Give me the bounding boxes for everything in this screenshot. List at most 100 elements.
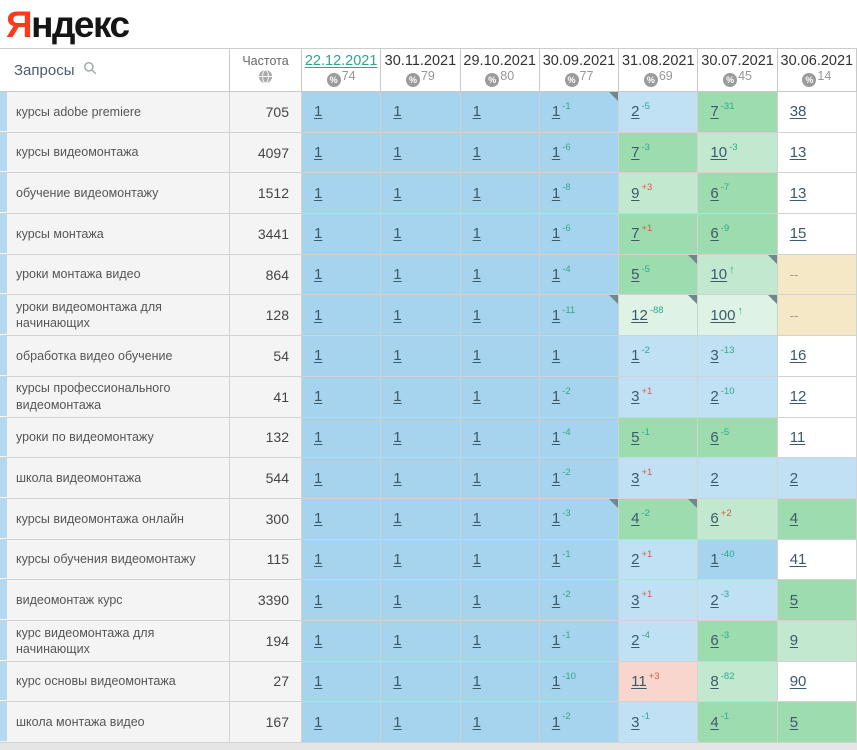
position-link[interactable]: 1 <box>710 550 719 568</box>
query-cell[interactable]: курс видеомонтажа для начинающих <box>0 620 230 662</box>
position-link[interactable]: 1 <box>393 591 402 609</box>
position-link[interactable]: 1 <box>472 428 481 446</box>
position-link[interactable]: 2 <box>631 550 640 568</box>
position-link[interactable]: 9 <box>789 632 799 650</box>
position-link[interactable]: 6 <box>710 184 719 202</box>
position-link[interactable]: 1 <box>393 428 402 446</box>
position-link[interactable]: 1 <box>551 144 561 162</box>
horizontal-scrollbar[interactable] <box>0 743 857 750</box>
position-link[interactable]: 1 <box>393 144 402 162</box>
position-link[interactable]: 3 <box>631 388 640 406</box>
date-link[interactable]: 30.09.2021 <box>542 53 616 69</box>
position-link[interactable]: 1 <box>472 632 481 650</box>
position-link[interactable]: 6 <box>710 510 719 528</box>
position-link[interactable]: 1 <box>314 103 323 121</box>
position-link[interactable]: 1 <box>472 184 481 202</box>
position-link[interactable]: 1 <box>551 632 561 650</box>
position-link[interactable]: 1 <box>314 347 323 365</box>
position-link[interactable]: 4 <box>631 510 640 528</box>
position-link[interactable]: 2 <box>789 469 799 487</box>
position-link[interactable]: 5 <box>789 591 799 609</box>
position-link[interactable]: 2 <box>631 103 640 121</box>
position-link[interactable]: 1 <box>393 225 402 243</box>
query-cell[interactable]: школа видеомонтажа <box>0 458 230 499</box>
position-link[interactable]: 1 <box>314 225 323 243</box>
position-link[interactable]: 1 <box>314 550 323 568</box>
query-cell[interactable]: обработка видео обучение <box>0 336 230 377</box>
position-link[interactable]: 10 <box>710 144 728 162</box>
position-link[interactable]: 4 <box>789 510 799 528</box>
position-link[interactable]: 5 <box>789 713 799 731</box>
position-link[interactable]: 100 <box>710 306 736 324</box>
position-link[interactable]: 2 <box>710 388 719 406</box>
position-link[interactable]: 1 <box>472 144 481 162</box>
position-link[interactable]: 1 <box>314 306 323 324</box>
query-cell[interactable]: школа монтажа видео <box>0 702 230 743</box>
position-link[interactable]: 1 <box>472 550 481 568</box>
position-link[interactable]: 1 <box>393 510 402 528</box>
date-link[interactable]: 31.08.2021 <box>621 53 695 69</box>
position-link[interactable]: 6 <box>710 225 719 243</box>
position-link[interactable]: 12 <box>789 388 807 406</box>
position-link[interactable]: 1 <box>393 388 402 406</box>
position-link[interactable]: 16 <box>789 347 807 365</box>
query-cell[interactable]: уроки монтажа видео <box>0 254 230 296</box>
date-link[interactable]: 22.12.2021 <box>304 53 378 69</box>
position-link[interactable]: 38 <box>789 103 807 121</box>
position-link[interactable]: 1 <box>393 347 402 365</box>
query-cell[interactable]: уроки видеомонтажа для начинающих <box>0 295 230 337</box>
position-link[interactable]: 10 <box>710 266 728 284</box>
query-cell[interactable]: уроки по видеомонтажу <box>0 417 230 459</box>
position-link[interactable]: 1 <box>551 103 561 121</box>
position-link[interactable]: 7 <box>631 225 640 243</box>
position-link[interactable]: 1 <box>314 144 323 162</box>
position-link[interactable]: 1 <box>472 591 481 609</box>
position-link[interactable]: 1 <box>551 184 561 202</box>
position-link[interactable]: 1 <box>393 469 402 487</box>
position-link[interactable]: 13 <box>789 184 807 202</box>
query-cell[interactable]: курсы профессионального видеомонтажа <box>0 376 230 418</box>
position-link[interactable]: 3 <box>710 347 719 365</box>
position-link[interactable]: 1 <box>314 672 323 690</box>
position-link[interactable]: 41 <box>789 550 807 568</box>
position-link[interactable]: 1 <box>393 266 402 284</box>
position-link[interactable]: 1 <box>472 672 481 690</box>
position-link[interactable]: 1 <box>393 550 402 568</box>
query-cell[interactable]: курсы adobe premiere <box>0 92 230 133</box>
position-link[interactable]: 15 <box>789 225 807 243</box>
position-link[interactable]: 5 <box>631 266 640 284</box>
position-link[interactable]: 6 <box>710 632 719 650</box>
position-link[interactable]: 1 <box>393 632 402 650</box>
query-cell[interactable]: курсы обучения видеомонтажу <box>0 539 230 581</box>
position-link[interactable]: 1 <box>551 469 561 487</box>
position-link[interactable]: 1 <box>551 225 561 243</box>
position-link[interactable]: 9 <box>631 184 640 202</box>
position-link[interactable]: 1 <box>314 428 323 446</box>
position-link[interactable]: 3 <box>631 591 640 609</box>
position-link[interactable]: 1 <box>472 510 481 528</box>
position-link[interactable]: 1 <box>551 266 561 284</box>
position-link[interactable]: 6 <box>710 428 719 446</box>
position-link[interactable]: 1 <box>472 388 481 406</box>
position-link[interactable]: 1 <box>393 103 402 121</box>
position-link[interactable]: 1 <box>551 672 561 690</box>
position-link[interactable]: 1 <box>314 388 323 406</box>
position-link[interactable]: 12 <box>631 306 648 324</box>
position-link[interactable]: 1 <box>551 306 561 324</box>
position-link[interactable]: 1 <box>314 632 323 650</box>
date-link[interactable]: 29.10.2021 <box>463 53 536 69</box>
position-link[interactable]: 1 <box>472 103 481 121</box>
position-link[interactable]: 11 <box>789 428 806 446</box>
position-link[interactable]: 7 <box>710 103 719 121</box>
position-link[interactable]: 1 <box>551 388 561 406</box>
search-icon[interactable] <box>83 61 97 79</box>
position-link[interactable]: 1 <box>551 347 561 365</box>
position-link[interactable]: 1 <box>393 672 402 690</box>
position-link[interactable]: 1 <box>314 469 323 487</box>
position-link[interactable]: 3 <box>631 469 640 487</box>
query-cell[interactable]: курсы монтажа <box>0 214 230 255</box>
query-cell[interactable]: видеомонтаж курс <box>0 580 230 621</box>
query-cell[interactable]: курсы видеомонтажа <box>0 132 230 174</box>
date-link[interactable]: 30.07.2021 <box>701 53 774 69</box>
position-link[interactable]: 1 <box>314 591 323 609</box>
